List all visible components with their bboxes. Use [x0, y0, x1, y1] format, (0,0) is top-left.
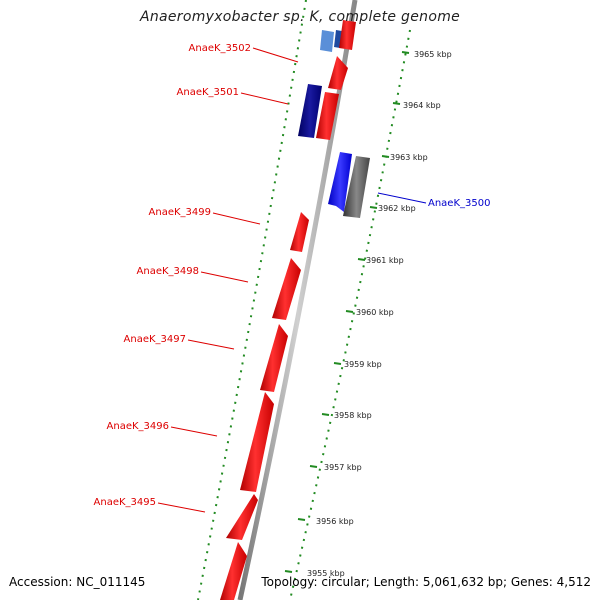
gene-AnaeK_3496[interactable]: [240, 392, 274, 492]
dotted-track-outer: [289, 29, 411, 600]
gene-label-AnaeK_3497[interactable]: AnaeK_3497: [124, 334, 186, 345]
dotted-track-inner: [197, 0, 307, 600]
gene-AnaeK_3500-gray[interactable]: [343, 156, 370, 218]
gene-AnaeK_3498[interactable]: [272, 258, 301, 320]
gene-AnaeK_3497[interactable]: [260, 324, 288, 392]
tick-label: 3960 kbp: [356, 308, 394, 317]
tick-label: 3959 kbp: [344, 360, 382, 369]
tick-label: 3956 kbp: [316, 517, 354, 526]
gene-labels: AnaeK_3502 AnaeK_3501 AnaeK_3500 AnaeK_3499…: [94, 43, 491, 508]
accession-text: Accession: NC_011145: [9, 575, 146, 589]
leader-lines: [157, 47, 427, 513]
tick-marks: [284, 51, 410, 573]
tick-label: 3963 kbp: [390, 153, 428, 162]
tick-label: 3955 kbp: [307, 569, 345, 578]
gene-red-bottom[interactable]: [220, 542, 247, 600]
gene-label-AnaeK_3495[interactable]: AnaeK_3495: [94, 497, 156, 508]
gene-AnaeK_3495[interactable]: [226, 494, 258, 540]
genome-summary-text: Topology: circular; Length: 5,061,632 bp…: [261, 575, 591, 589]
genome-backbone: [237, 0, 358, 600]
gene-AnaeK_3502[interactable]: [339, 20, 356, 50]
gene-label-AnaeK_3499[interactable]: AnaeK_3499: [149, 207, 211, 218]
gene-top-blue-1[interactable]: [320, 30, 334, 52]
gene-red-3501b[interactable]: [316, 92, 339, 140]
tick-label: 3965 kbp: [414, 50, 452, 59]
gene-label-AnaeK_3500[interactable]: AnaeK_3500: [428, 198, 490, 209]
gene-AnaeK_3499[interactable]: [290, 212, 309, 252]
gene-label-AnaeK_3498[interactable]: AnaeK_3498: [137, 266, 199, 277]
tick-label: 3961 kbp: [366, 256, 404, 265]
tick-label: 3964 kbp: [403, 101, 441, 110]
tick-label: 3957 kbp: [324, 463, 362, 472]
gene-AnaeK_3501-rev[interactable]: [298, 84, 322, 138]
gene-label-AnaeK_3501[interactable]: AnaeK_3501: [177, 87, 239, 98]
tick-label: 3958 kbp: [334, 411, 372, 420]
tick-labels: 3965 kbp 3964 kbp 3963 kbp 3962 kbp 3961 kbp…: [307, 50, 452, 578]
gene-label-AnaeK_3496[interactable]: AnaeK_3496: [107, 421, 169, 432]
gene-AnaeK_3500-blue[interactable]: [328, 152, 352, 212]
gene-label-AnaeK_3502[interactable]: AnaeK_3502: [189, 43, 251, 54]
tick-label: 3962 kbp: [378, 204, 416, 213]
map-title: Anaeromyxobacter sp. K, complete genome: [139, 9, 461, 25]
gene-AnaeK_3501-fwd[interactable]: [328, 56, 348, 90]
